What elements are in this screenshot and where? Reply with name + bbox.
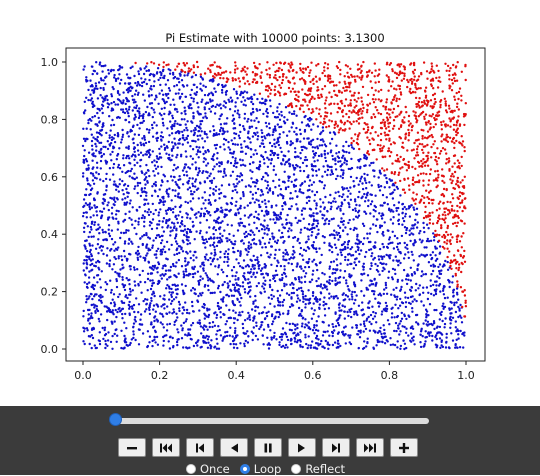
y-tick-label: 0.6 [41,171,59,184]
first-frame-button[interactable] [152,438,180,457]
minus-icon [127,446,137,449]
mode-once-radio[interactable] [186,464,196,474]
mode-loop-label: Loop [253,462,282,476]
step-back-icon [196,443,204,452]
x-tick-label: 0.2 [151,369,169,382]
last-frame-icon [364,443,376,452]
x-tick-label: 0.8 [381,369,399,382]
mode-reflect-label: Reflect [305,462,346,476]
x-tick-label: 0.6 [304,369,322,382]
first-frame-icon [160,443,172,452]
y-tick-label: 0.8 [41,113,59,126]
mode-loop-radio[interactable] [239,464,250,474]
x-tick-label: 0.0 [74,369,92,382]
play-reverse-button[interactable] [220,438,248,457]
frame-slider-track[interactable] [114,418,429,424]
y-tick-label: 0.0 [41,343,59,356]
scatter-chart: Pi Estimate with 10000 points: 3.1300 0.… [41,31,486,382]
previous-frame-button[interactable] [186,438,214,457]
y-tick-label: 1.0 [41,56,59,69]
y-tick-label: 0.2 [41,286,59,299]
plus-icon [399,442,409,453]
x-tick-label: 1.0 [457,369,475,382]
mode-reflect-option[interactable]: Reflect [291,462,345,476]
last-frame-button[interactable] [356,438,384,457]
plot-frame [65,47,486,362]
y-tick-label: 0.4 [41,228,59,241]
step-forward-icon [332,443,340,452]
figure-canvas: Pi Estimate with 10000 points: 3.1300 0.… [40,31,486,382]
play-reverse-icon [231,443,238,452]
mode-loop-option[interactable]: Loop [239,462,282,476]
playback-mode-group: Once Loop Reflect [186,462,345,476]
frame-slider-thumb[interactable] [109,413,122,426]
next-frame-button[interactable] [322,438,350,457]
increase-speed-button[interactable] [390,438,418,457]
mode-once-option[interactable]: Once [186,462,230,476]
y-axis: 0.0 0.2 0.4 0.6 0.8 1.0 [41,56,66,356]
decrease-speed-button[interactable] [118,438,146,457]
pause-icon [264,443,272,452]
pause-button[interactable] [254,438,282,457]
outside-points [134,60,468,318]
mode-reflect-radio[interactable] [291,464,302,474]
x-tick-label: 0.4 [227,369,245,382]
inside-points [81,61,466,351]
play-icon [298,443,305,452]
play-forward-button[interactable] [288,438,316,457]
mode-once-label: Once [200,462,230,476]
chart-title: Pi Estimate with 10000 points: 3.1300 [165,31,384,45]
scatter-points [81,60,468,351]
x-axis: 0.0 0.2 0.4 0.6 0.8 1.0 [74,361,475,382]
playback-buttons [118,438,418,457]
